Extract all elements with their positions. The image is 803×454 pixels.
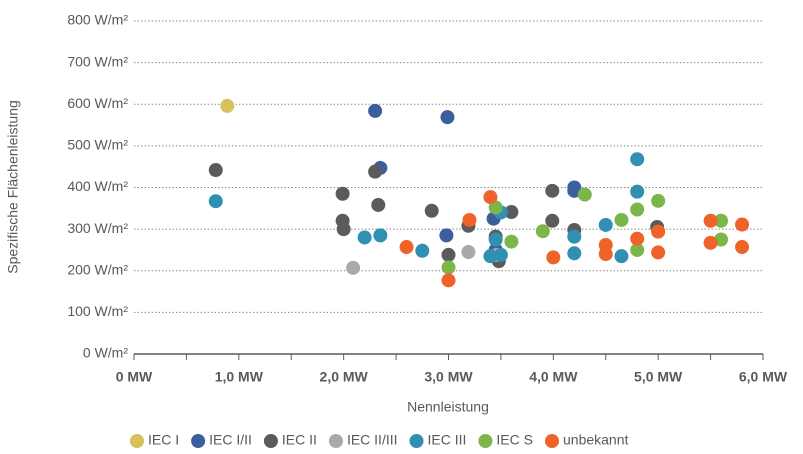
point bbox=[493, 247, 508, 262]
legend-label: IEC S bbox=[496, 432, 533, 448]
point bbox=[535, 224, 550, 239]
point bbox=[335, 186, 350, 201]
legend-swatch bbox=[328, 434, 343, 448]
point bbox=[439, 228, 454, 243]
point bbox=[399, 240, 414, 255]
y-tick-label: 200 W/m² bbox=[67, 261, 128, 277]
point bbox=[346, 260, 361, 275]
point bbox=[714, 213, 729, 228]
y-tick-label: 300 W/m² bbox=[67, 220, 128, 236]
point bbox=[208, 163, 223, 178]
point bbox=[651, 193, 666, 208]
legend-label: IEC II/III bbox=[347, 432, 398, 448]
point bbox=[441, 273, 456, 288]
point bbox=[220, 98, 235, 113]
point bbox=[630, 202, 645, 217]
point bbox=[545, 183, 560, 198]
point bbox=[630, 152, 645, 167]
point bbox=[440, 110, 455, 125]
point bbox=[567, 229, 582, 244]
point bbox=[441, 260, 456, 275]
point bbox=[483, 190, 498, 205]
point bbox=[415, 243, 430, 258]
point bbox=[545, 213, 560, 228]
legend-swatch bbox=[263, 434, 278, 448]
y-tick-label: 500 W/m² bbox=[67, 137, 128, 153]
point bbox=[208, 194, 223, 209]
legend-label: IEC III bbox=[428, 432, 467, 448]
y-axis-label: Spezifische Flächenleistung bbox=[5, 100, 21, 274]
x-tick-label: 3,0 MW bbox=[424, 369, 473, 385]
x-tick-label: 0 MW bbox=[116, 369, 153, 385]
point bbox=[546, 250, 561, 265]
x-tick-label: 6,0 MW bbox=[739, 369, 788, 385]
x-axis-label: Nennleistung bbox=[407, 399, 489, 415]
point bbox=[567, 246, 582, 261]
point bbox=[651, 245, 666, 260]
legend-label: unbekannt bbox=[563, 432, 629, 448]
point bbox=[461, 245, 476, 260]
point bbox=[441, 247, 456, 262]
y-tick-label: 400 W/m² bbox=[67, 178, 128, 194]
point bbox=[630, 184, 645, 199]
point bbox=[735, 217, 750, 232]
legend-swatch bbox=[545, 434, 559, 448]
legend-label: IEC I bbox=[148, 432, 179, 448]
point bbox=[735, 240, 750, 255]
y-tick-label: 600 W/m² bbox=[67, 95, 128, 111]
point bbox=[504, 234, 519, 249]
point bbox=[614, 249, 629, 264]
point bbox=[424, 203, 439, 218]
y-tick-label: 0 W/m² bbox=[83, 345, 128, 361]
point bbox=[651, 224, 666, 239]
x-tick-label: 1,0 MW bbox=[215, 369, 264, 385]
legend-swatch bbox=[191, 434, 206, 448]
point bbox=[703, 213, 718, 228]
legend-swatch bbox=[478, 434, 493, 448]
legend-swatch bbox=[409, 434, 424, 448]
point bbox=[371, 197, 386, 212]
point bbox=[577, 187, 592, 202]
x-tick-label: 2,0 MW bbox=[320, 369, 369, 385]
point bbox=[630, 242, 645, 257]
point bbox=[462, 212, 477, 227]
point bbox=[373, 228, 388, 243]
point bbox=[488, 200, 503, 215]
point bbox=[630, 231, 645, 246]
point bbox=[504, 205, 519, 220]
point bbox=[614, 212, 629, 227]
legend-label: IEC II bbox=[282, 432, 317, 448]
point bbox=[368, 103, 383, 118]
legend-swatch bbox=[130, 434, 144, 448]
point bbox=[368, 164, 383, 179]
y-tick-label: 700 W/m² bbox=[67, 53, 128, 69]
legend-label: IEC I/II bbox=[209, 432, 252, 448]
x-tick-label: 4,0 MW bbox=[529, 369, 578, 385]
point bbox=[336, 222, 351, 237]
point bbox=[483, 249, 498, 264]
x-tick-label: 5,0 MW bbox=[634, 369, 683, 385]
point bbox=[703, 235, 718, 250]
y-tick-label: 100 W/m² bbox=[67, 303, 128, 319]
point bbox=[598, 217, 613, 232]
y-tick-label: 800 W/m² bbox=[67, 12, 128, 28]
point bbox=[357, 230, 372, 245]
point bbox=[488, 232, 503, 247]
point bbox=[598, 247, 613, 262]
